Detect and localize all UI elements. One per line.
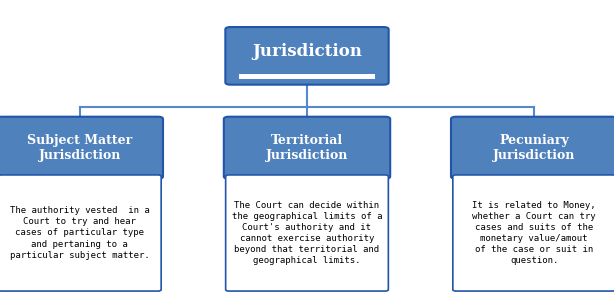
FancyBboxPatch shape	[225, 27, 389, 85]
FancyBboxPatch shape	[451, 117, 614, 179]
FancyBboxPatch shape	[226, 175, 389, 291]
Text: Jurisdiction: Jurisdiction	[252, 43, 362, 60]
Text: Territorial
Jurisdiction: Territorial Jurisdiction	[266, 134, 348, 162]
Text: The Court can decide within
the geographical limits of a
Court's authority and i: The Court can decide within the geograph…	[231, 201, 383, 265]
Text: The authority vested  in a
Court to try and hear
cases of particular type
and pe: The authority vested in a Court to try a…	[10, 206, 150, 260]
Text: It is related to Money,
whether a Court can try
cases and suits of the
monetary : It is related to Money, whether a Court …	[472, 201, 596, 265]
FancyBboxPatch shape	[453, 175, 614, 291]
FancyBboxPatch shape	[0, 117, 163, 179]
FancyBboxPatch shape	[223, 117, 391, 179]
Bar	[239, 74, 375, 79]
Text: Pecuniary
Jurisdiction: Pecuniary Jurisdiction	[493, 134, 575, 162]
FancyBboxPatch shape	[0, 175, 161, 291]
Text: Subject Matter
Jurisdiction: Subject Matter Jurisdiction	[27, 134, 133, 162]
